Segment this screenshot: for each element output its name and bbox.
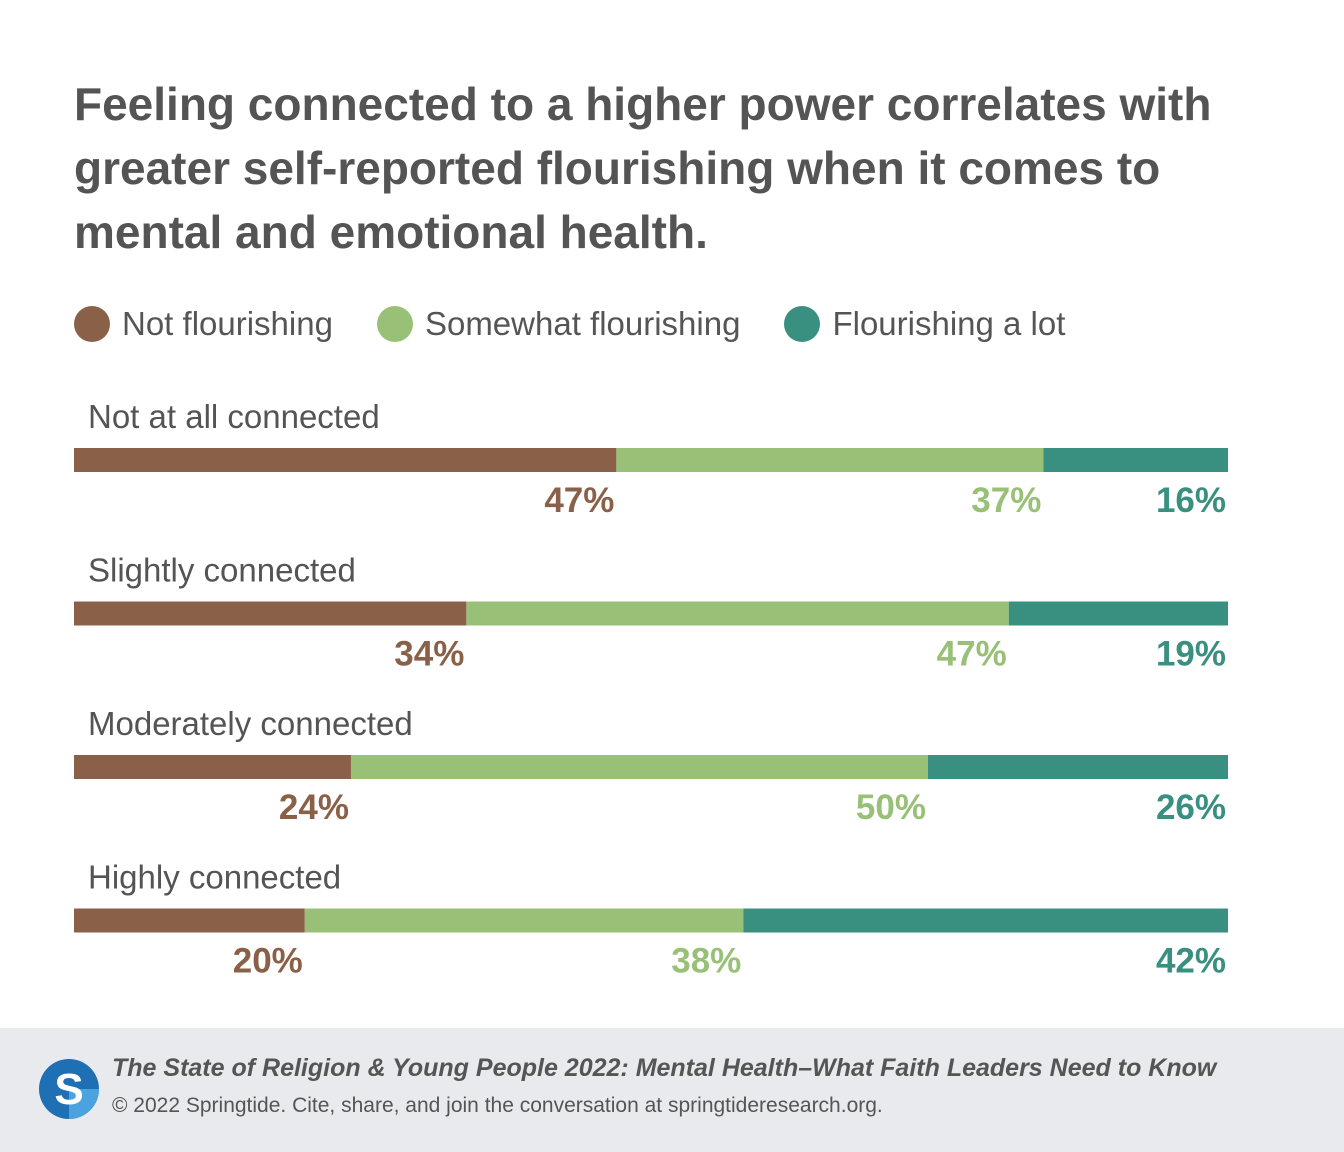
logo-letter: S	[54, 1065, 83, 1114]
data-label: 19%	[1156, 635, 1226, 674]
data-label: 26%	[1156, 788, 1226, 827]
legend-label-flourishing-a-lot: Flourishing a lot	[832, 305, 1066, 342]
data-label: 34%	[394, 635, 464, 674]
legend-item-flourishing-a-lot: Flourishing a lot	[784, 305, 1065, 343]
legend-label-somewhat-flourishing: Somewhat flourishing	[424, 305, 741, 342]
bar-segment	[1008, 601, 1228, 626]
bar-segment	[74, 601, 467, 626]
category-label: Highly connected	[88, 859, 341, 896]
data-label: 24%	[279, 788, 349, 827]
category-label: Slightly connected	[88, 552, 356, 589]
data-label: 47%	[544, 481, 614, 520]
legend-item-not-flourishing: Not flourishing	[74, 305, 333, 343]
bar-segment	[927, 755, 1228, 779]
data-label: 38%	[671, 942, 741, 981]
bar-segment	[304, 908, 744, 933]
category-label: Not at all connected	[88, 398, 380, 435]
bar-segment	[616, 448, 1044, 472]
legend: Not flourishing Somewhat flourishing Flo…	[74, 302, 1109, 346]
bar-segment	[1043, 448, 1228, 472]
legend-dot-somewhat-flourishing	[376, 306, 413, 342]
data-label: 20%	[233, 942, 303, 981]
category-label: Moderately connected	[88, 705, 413, 742]
data-label: 37%	[971, 481, 1041, 520]
data-label: 42%	[1156, 942, 1226, 981]
stacked-bar-chart: Not at all connected 47% 37% 16% Slightly co…	[74, 398, 1228, 981]
bar-segment	[466, 601, 1009, 626]
bar-segment	[743, 908, 1228, 933]
footer-report-title: The State of Religion & Young People 202…	[112, 1054, 1217, 1082]
chart-title: Feeling connected to a higher power corr…	[74, 78, 1212, 258]
data-label: 50%	[856, 788, 926, 827]
footer-copyright: © 2022 Springtide. Cite, share, and join…	[112, 1094, 883, 1117]
legend-label-not-flourishing: Not flourishing	[122, 305, 333, 342]
bar-segment	[74, 755, 351, 779]
legend-dot-flourishing-a-lot	[784, 306, 821, 342]
bar-segment	[350, 755, 928, 779]
bar-segment	[74, 908, 305, 933]
footer: S The State of Religion & Young People 2…	[0, 1028, 1344, 1152]
legend-dot-not-flourishing	[74, 306, 110, 342]
springtide-logo-icon: S	[39, 1059, 99, 1119]
bar-segment	[74, 448, 617, 472]
legend-item-somewhat-flourishing: Somewhat flourishing	[376, 305, 741, 343]
data-label: 47%	[937, 635, 1007, 674]
data-label: 16%	[1156, 481, 1226, 520]
